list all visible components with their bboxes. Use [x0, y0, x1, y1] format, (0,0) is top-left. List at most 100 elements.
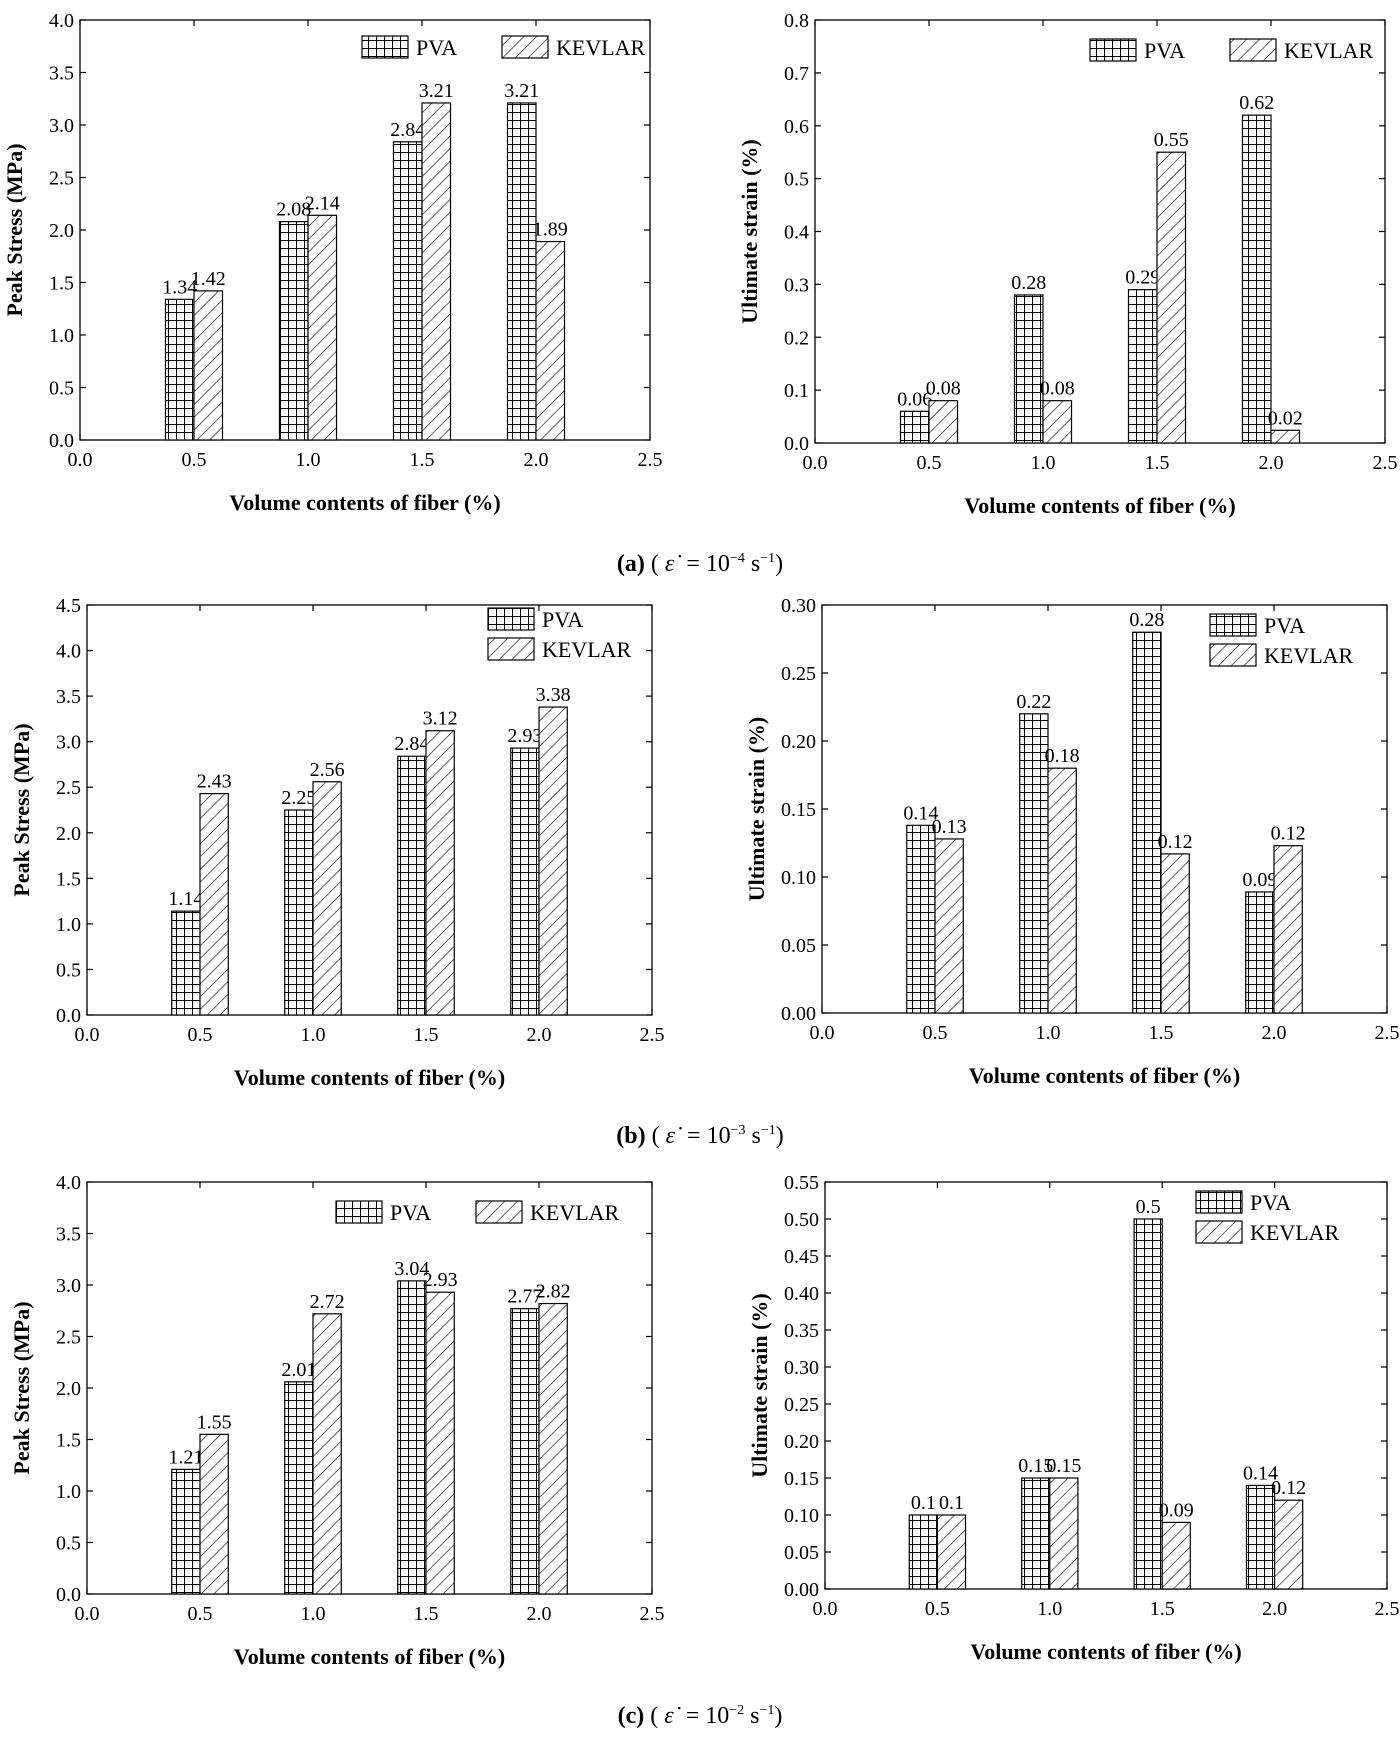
bar-kevlar [936, 1514, 967, 1590]
x-tick-label: 0.0 [810, 1022, 835, 1044]
caption-a: (a) ( ε̇ = 10−4 s−1) [616, 551, 784, 577]
bar-pva [164, 298, 195, 441]
bar-pva [284, 1381, 314, 1595]
y-tick-label: 3.0 [49, 115, 74, 137]
bar-value-label: 0.5 [1136, 1196, 1161, 1218]
x-tick-label: 0.0 [813, 1598, 838, 1620]
caption-b-unit: s [751, 1123, 761, 1149]
bar-value-label: 1.14 [168, 888, 203, 910]
y-tick-label: 2.0 [56, 823, 81, 845]
bar-value-label: 0.08 [926, 378, 961, 400]
y-tick-label: 0.50 [784, 1209, 819, 1231]
legend-label-pva: PVA [390, 1200, 431, 1225]
bar-pva [1019, 713, 1049, 1014]
bar-value-label: 0.12 [1158, 831, 1193, 853]
x-tick-label: 2.0 [1262, 1022, 1287, 1044]
y-tick-label: 0.35 [784, 1320, 819, 1342]
bar-value-label: 0.02 [1268, 407, 1303, 429]
caption-c-rate-exp: −2 [729, 1703, 745, 1718]
y-tick-label: 1.0 [56, 914, 81, 936]
legend-label-kevlar: KEVLAR [556, 35, 646, 60]
bar-kevlar [312, 781, 342, 1016]
bar-pva [899, 410, 930, 444]
x-tick-label: 1.5 [1145, 452, 1170, 474]
legend-label-kevlar: KEVLAR [542, 637, 632, 662]
legend-label-pva: PVA [1264, 613, 1305, 638]
y-tick-label: 2.0 [49, 220, 74, 242]
bar-kevlar [425, 1291, 455, 1595]
bar-kevlar [1049, 1477, 1079, 1590]
bar-kevlar [1161, 1521, 1191, 1590]
chart-3: 0.0 0.5 1.0 1.5 2.0 2.5 3.0 3.5 4.0 4.5 0.0 0.5 1.0 1… [9, 595, 665, 1090]
y-axis-label: Peak Stress (MPa) [9, 723, 34, 896]
bar-kevlar [928, 400, 959, 444]
x-axis-label: Volume contents of fiber (%) [969, 1063, 1240, 1088]
y-tick-label: 2.5 [56, 777, 81, 799]
caption-b-label: (b) [616, 1123, 646, 1149]
bar-pva [1245, 891, 1275, 1014]
y-tick-label: 0.30 [781, 595, 816, 617]
bar-kevlar [1273, 1499, 1304, 1590]
bar-value-label: 3.04 [394, 1258, 429, 1280]
x-tick-label: 0.5 [182, 449, 207, 471]
legend-swatch-kevlar [1209, 643, 1257, 667]
x-tick-label: 0.5 [923, 1022, 948, 1044]
caption-a-unit: s [750, 551, 761, 577]
legend-label-pva: PVA [1144, 38, 1185, 63]
caption-b-unit-exp: −1 [760, 1123, 776, 1138]
bar-value-label: 2.25 [281, 787, 316, 809]
caption-a-unit-exp: −1 [760, 551, 776, 566]
bar-pva [1021, 1477, 1051, 1590]
y-tick-label: 0.15 [784, 1468, 819, 1490]
bar-kevlar [307, 214, 338, 441]
bar-value-label: 1.89 [533, 219, 568, 241]
x-tick-label: 1.5 [1150, 1598, 1175, 1620]
x-tick-label: 2.5 [638, 449, 663, 471]
x-tick-label: 0.0 [803, 452, 828, 474]
y-tick-label: 4.5 [56, 595, 81, 617]
bar-value-label: 0.12 [1271, 823, 1306, 845]
y-tick-label: 0.5 [784, 169, 809, 191]
y-tick-label: 0.0 [56, 1584, 81, 1606]
bar-value-label: 3.38 [536, 684, 571, 706]
bar-kevlar [1047, 767, 1077, 1014]
y-tick-label: 0.00 [784, 1579, 819, 1601]
x-tick-label: 2.0 [1259, 452, 1284, 474]
legend-swatch-kevlar [1229, 38, 1277, 62]
bar-value-label: 2.01 [281, 1359, 316, 1381]
legend-label-pva: PVA [416, 35, 457, 60]
bar-value-label: 0.1 [939, 1492, 964, 1514]
y-tick-label: 1.0 [56, 1481, 81, 1503]
y-tick-label: 0.6 [784, 116, 809, 138]
x-axis-label: Volume contents of fiber (%) [234, 1644, 505, 1669]
legend-label-kevlar: KEVLAR [1250, 1220, 1340, 1245]
bar-kevlar [934, 838, 964, 1014]
plot-frame [824, 1181, 1388, 1590]
legend-swatch-kevlar [487, 637, 535, 661]
bar-value-label: 0.28 [1129, 609, 1164, 631]
y-tick-label: 0.7 [784, 63, 809, 85]
legend-swatch-kevlar [475, 1200, 523, 1224]
bar-value-label: 0.09 [1242, 869, 1277, 891]
x-tick-label: 2.0 [527, 1603, 552, 1625]
legend-swatch-pva [335, 1200, 383, 1224]
bar-pva [506, 102, 537, 441]
bar-value-label: 0.29 [1125, 267, 1160, 289]
chart-5: 0.0 0.5 1.0 1.5 2.0 2.5 3.0 3.5 4.0 0.0 0.5 1.0 1.5 2… [9, 1172, 665, 1669]
bar-pva [397, 755, 427, 1016]
caption-c-label: (c) [617, 1703, 645, 1729]
bar-value-label: 0.15 [1046, 1455, 1081, 1477]
y-tick-label: 0.25 [781, 663, 816, 685]
bar-pva [284, 809, 314, 1016]
bar-value-label: 3.21 [504, 80, 539, 102]
bar-value-label: 1.34 [162, 276, 197, 298]
caption-c-unit: s [750, 1703, 760, 1729]
x-tick-label: 2.5 [640, 1024, 665, 1046]
y-tick-label: 0.5 [49, 378, 74, 400]
y-tick-label: 0.55 [784, 1172, 819, 1194]
y-tick-label: 0.20 [784, 1431, 819, 1453]
chart-2: 0.0 0.1 0.2 0.3 0.4 0.5 0.6 0.7 0.8 0.0 0.5 1.0 1.5 2… [737, 10, 1398, 518]
bar-pva [510, 747, 540, 1016]
bar-value-label: 2.77 [507, 1286, 542, 1308]
